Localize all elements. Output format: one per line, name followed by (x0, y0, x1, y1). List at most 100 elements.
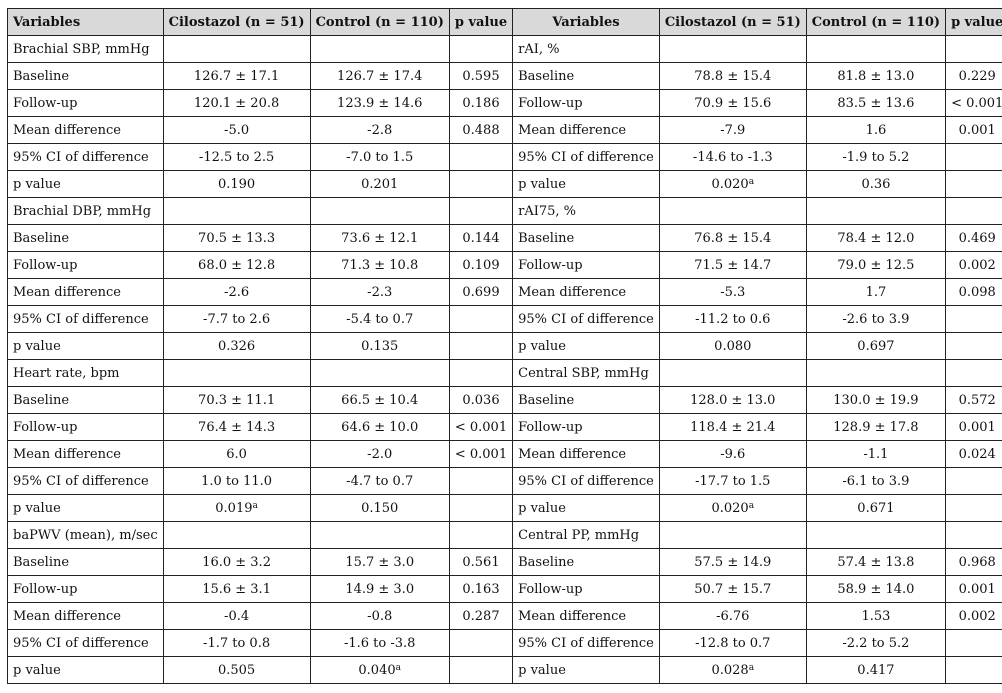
cell-cilostazol-right (658, 35, 807, 63)
cell-text: 0.028 (711, 662, 749, 678)
cell-text: -1.9 to 5.2 (842, 149, 910, 165)
cell-cilostazol-right: -9.6 (658, 440, 807, 468)
cell-control-left: 123.9 ± 14.6 (309, 89, 450, 117)
cell-text: Follow-up (518, 95, 583, 111)
table-row: Follow-up 120.1 ± 20.8 123.9 ± 14.6 0.186 Fo… (7, 89, 1002, 117)
cell-pvalue-right (945, 359, 1002, 387)
cell-text: -2.6 to 3.9 (842, 311, 910, 327)
cell-text: Baseline (13, 68, 70, 84)
cell-cilostazol-right: 118.4 ± 21.4 (658, 413, 807, 441)
cell-pvalue-left (448, 35, 514, 63)
cell-cilostazol-left: 126.7 ± 17.1 (162, 62, 311, 90)
cell-text: 73.6 ± 12.1 (341, 230, 419, 246)
table-body: Brachial SBP, mmHg rAI, % Baseline 126.7 ± … (7, 35, 1002, 684)
cell-text: -12.8 to 0.7 (695, 635, 771, 651)
cell-control-left (309, 35, 450, 63)
cell-variable-left: Baseline (7, 62, 164, 90)
cell-text: 70.5 ± 13.3 (198, 230, 276, 246)
cell-control-right: 0.697 (805, 332, 947, 360)
cell-text: Baseline (13, 230, 70, 246)
cell-text: 95% CI of difference (13, 473, 149, 489)
cell-text: Central SBP, mmHg (518, 365, 649, 381)
cell-text: p value (518, 662, 566, 678)
cell-text: -5.4 to 0.7 (346, 311, 414, 327)
cell-control-right: 78.4 ± 12.0 (805, 224, 947, 252)
header-row: Variables Cilostazol (n = 51) Control (n… (7, 8, 1002, 36)
cell-variable-left: Baseline (7, 548, 164, 576)
cell-variable-left: p value (7, 170, 164, 198)
cell-cilostazol-left: 15.6 ± 3.1 (162, 575, 311, 603)
cell-cilostazol-left: 0.326 (162, 332, 311, 360)
cell-text: 1.6 (865, 122, 887, 138)
cell-cilostazol-left: 0.019a (162, 494, 311, 522)
cell-pvalue-left (448, 143, 514, 171)
cell-pvalue-left (448, 197, 514, 225)
cell-text: 0.150 (361, 500, 399, 516)
cell-variable-left: p value (7, 656, 164, 684)
cell-control-left: 14.9 ± 3.0 (309, 575, 450, 603)
cell-variable-left: baPWV (mean), m/sec (7, 521, 164, 549)
cell-cilostazol-right: 128.0 ± 13.0 (658, 386, 807, 414)
cell-variable-left: p value (7, 332, 164, 360)
cell-text: 120.1 ± 20.8 (193, 95, 280, 111)
cell-pvalue-right: 0.229 (945, 62, 1002, 90)
cell-control-right: 58.9 ± 14.0 (805, 575, 947, 603)
table-row: Baseline 16.0 ± 3.2 15.7 ± 3.0 0.561 Baselin… (7, 548, 1002, 576)
cell-pvalue-right (945, 629, 1002, 657)
cell-cilostazol-right: 0.020a (658, 494, 807, 522)
cell-text: 0.671 (857, 500, 895, 516)
cell-control-left (309, 359, 450, 387)
table-row: p value 0.190 0.201 p value 0.020a 0.36 (7, 170, 1002, 198)
cell-text: 0.002 (958, 608, 996, 624)
cell-text: 0.020 (711, 500, 749, 516)
cell-text: 0.287 (462, 608, 500, 624)
cell-control-right: -2.2 to 5.2 (805, 629, 947, 657)
cell-text: < 0.001 (454, 446, 508, 462)
cell-cilostazol-right: 50.7 ± 15.7 (658, 575, 807, 603)
cell-pvalue-left: 0.186 (448, 89, 514, 117)
cell-pvalue-left (448, 170, 514, 198)
cell-text: Follow-up (13, 581, 78, 597)
cell-text: Brachial DBP, mmHg (13, 203, 152, 219)
cell-text: 0.036 (462, 392, 500, 408)
cell-text: Follow-up (13, 95, 78, 111)
table-row: Follow-up 76.4 ± 14.3 64.6 ± 10.0 < 0.001 Fo… (7, 413, 1002, 441)
cell-variable-right: 95% CI of difference (512, 467, 660, 495)
cell-control-right: -6.1 to 3.9 (805, 467, 947, 495)
cell-control-right (805, 521, 947, 549)
cell-cilostazol-left: 68.0 ± 12.8 (162, 251, 311, 279)
cell-text: 70.9 ± 15.6 (694, 95, 772, 111)
table-row: Brachial DBP, mmHg rAI75, % (7, 197, 1002, 225)
table-row: Follow-up 68.0 ± 12.8 71.3 ± 10.8 0.109 Foll… (7, 251, 1002, 279)
cell-text: 0.36 (861, 176, 891, 192)
cell-variable-right: Follow-up (512, 251, 660, 279)
cell-control-right: 0.671 (805, 494, 947, 522)
cell-cilostazol-right: 71.5 ± 14.7 (658, 251, 807, 279)
footnote-marker: a (252, 500, 258, 511)
cell-text: rAI, % (518, 41, 560, 57)
cell-variable-left: Mean difference (7, 116, 164, 144)
cell-pvalue-right: 0.024 (945, 440, 1002, 468)
cell-pvalue-right: < 0.001 (945, 89, 1002, 117)
cell-text: -7.0 to 1.5 (346, 149, 414, 165)
cell-variable-right: Baseline (512, 386, 660, 414)
cell-cilostazol-right (658, 521, 807, 549)
cell-text: p value (518, 176, 566, 192)
cell-cilostazol-left: 1.0 to 11.0 (162, 467, 311, 495)
cell-text: p value (13, 338, 61, 354)
cell-pvalue-right (945, 332, 1002, 360)
cell-text: 1.53 (861, 608, 891, 624)
cell-text: Mean difference (13, 122, 121, 138)
cell-text: 66.5 ± 10.4 (341, 392, 419, 408)
cell-text: 57.5 ± 14.9 (694, 554, 772, 570)
cell-text: Mean difference (13, 284, 121, 300)
cell-text: 0.109 (462, 257, 500, 273)
cell-variable-right: Mean difference (512, 116, 660, 144)
table-row: 95% CI of difference -1.7 to 0.8 -1.6 to -… (7, 629, 1002, 657)
cell-cilostazol-left: -0.4 (162, 602, 311, 630)
cell-variable-right: rAI75, % (512, 197, 660, 225)
cell-control-left: -5.4 to 0.7 (309, 305, 450, 333)
cell-cilostazol-right: 78.8 ± 15.4 (658, 62, 807, 90)
cell-text: 0.505 (217, 662, 256, 678)
cell-control-right: 57.4 ± 13.8 (805, 548, 947, 576)
